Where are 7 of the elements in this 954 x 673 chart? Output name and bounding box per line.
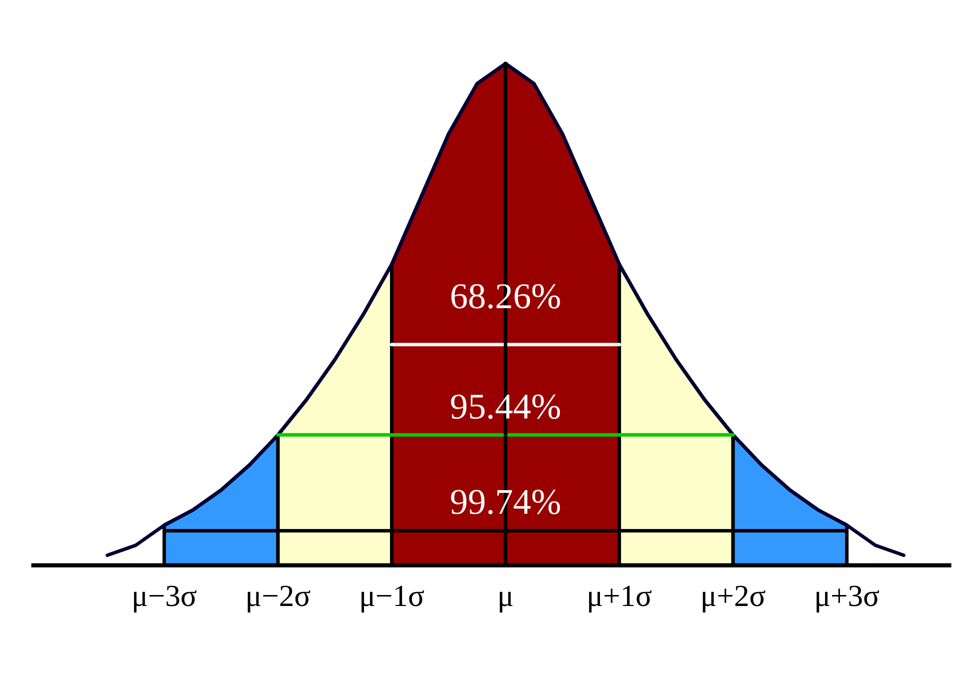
x-tick-label: μ+1σ <box>589 586 652 612</box>
x-tick-label: μ−2σ <box>248 586 310 612</box>
x-tick-label: μ−1σ <box>362 586 424 612</box>
x-tick-label: μ+2σ <box>702 586 766 612</box>
x-tick-label: μ−3σ <box>134 586 196 612</box>
x-tick-label: μ+3σ <box>816 586 880 612</box>
x-tick-label: μ <box>500 592 512 612</box>
